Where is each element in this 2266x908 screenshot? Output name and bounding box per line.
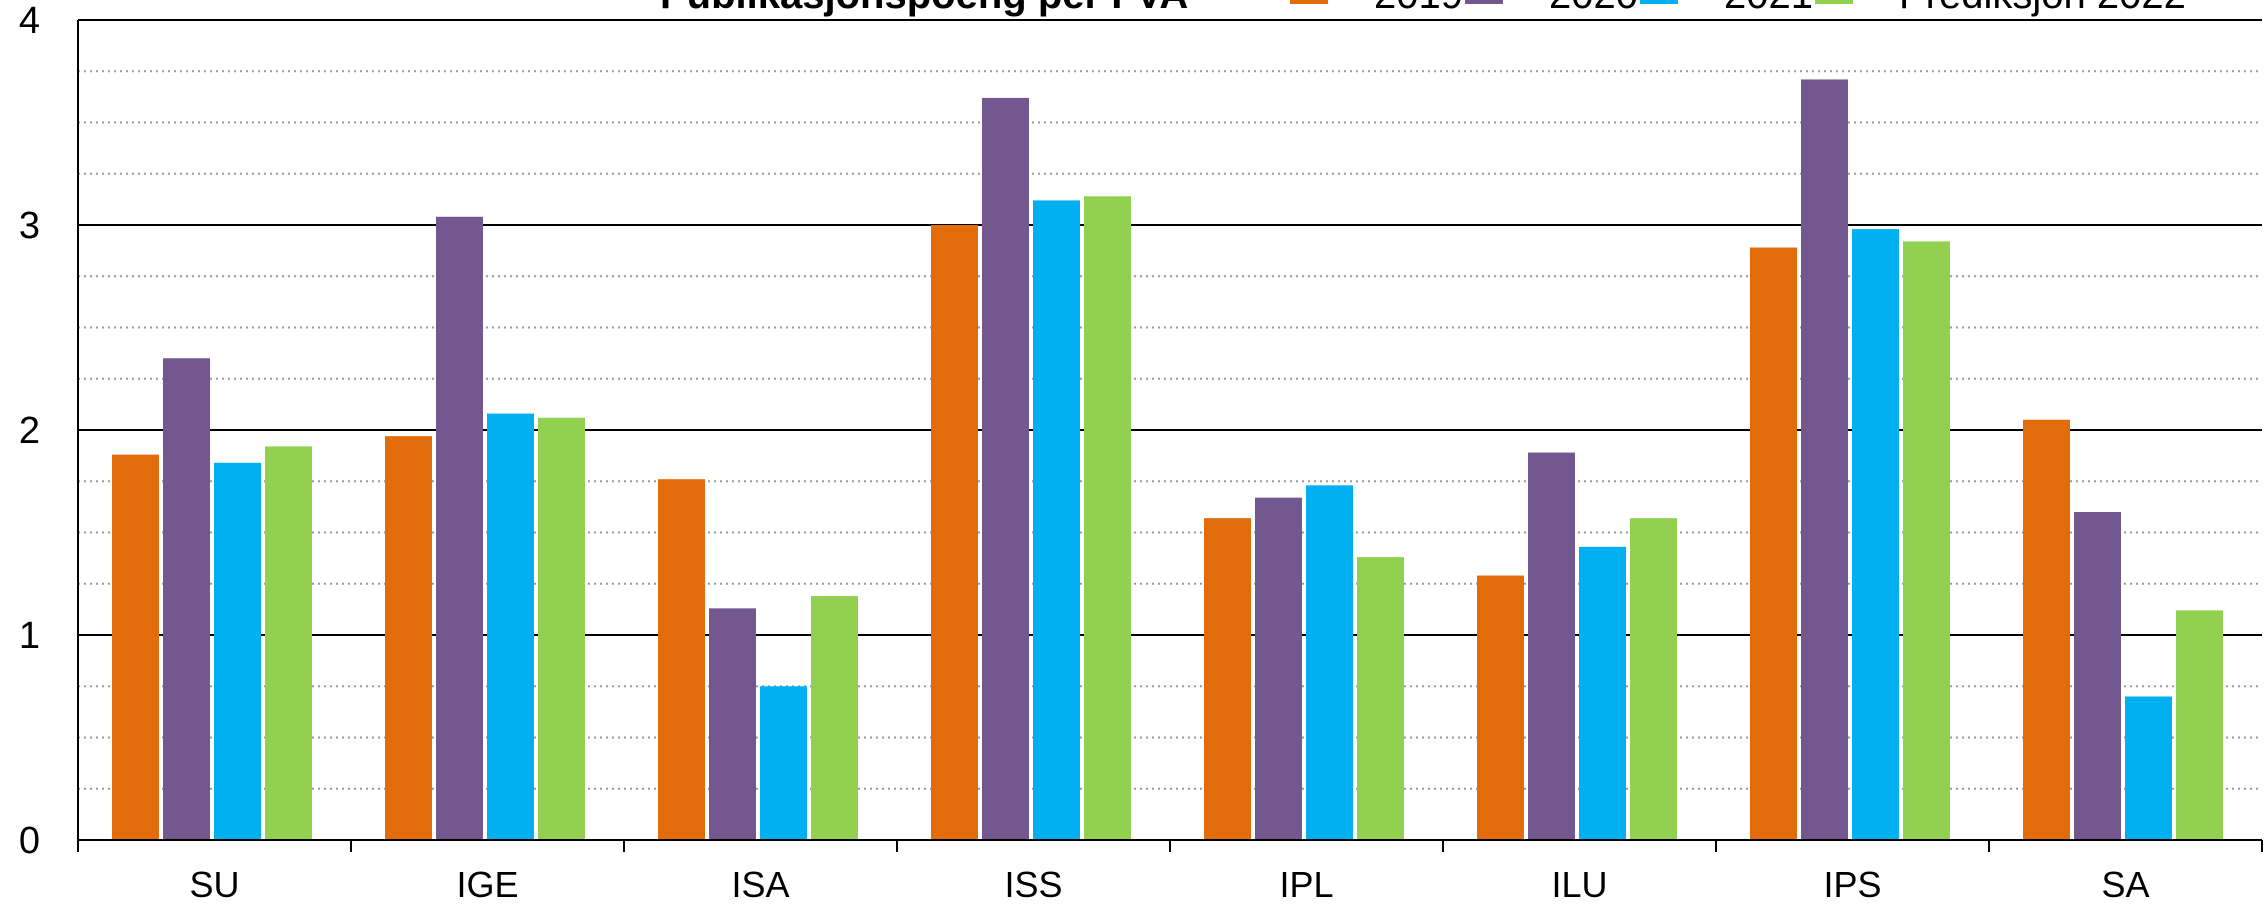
x-tick-labels: SU IGE ISA ISS IPL ILU IPS SA — [77, 840, 2263, 905]
bar-su-2020 — [163, 358, 210, 840]
bar-sa-prediksjon-2022 — [2176, 610, 2223, 840]
x-tick-label: IPL — [1279, 864, 1333, 905]
x-tick-label: IGE — [456, 864, 518, 905]
x-tick-label: SA — [2101, 864, 2149, 905]
bar-ipl-prediksjon-2022 — [1357, 557, 1404, 840]
bars — [112, 79, 2223, 841]
bar-ips-prediksjon-2022 — [1903, 241, 1950, 840]
legend: 2019 2020 2021 Prediksjon 2022 — [1290, 0, 2186, 17]
bar-iss-2021 — [1033, 200, 1080, 840]
bar-isa-2021 — [760, 686, 807, 840]
legend-label: 2020 — [1549, 0, 1638, 17]
bar-ige-2019 — [385, 436, 432, 840]
bar-ilu-2020 — [1528, 452, 1575, 840]
bar-ipl-2020 — [1255, 497, 1302, 840]
bar-ige-2021 — [487, 413, 534, 840]
bar-su-2021 — [214, 462, 261, 840]
x-tick-label: ILU — [1551, 864, 1607, 905]
x-tick-label: IPS — [1823, 864, 1881, 905]
bar-iss-2019 — [931, 225, 978, 840]
x-tick-label: ISS — [1004, 864, 1062, 905]
bar-ige-prediksjon-2022 — [538, 417, 585, 840]
bar-ipl-2019 — [1204, 518, 1251, 840]
y-tick-label: 3 — [19, 205, 40, 247]
legend-label: Prediksjon 2022 — [1899, 0, 2186, 17]
legend-swatch — [1465, 0, 1503, 4]
bar-ilu-prediksjon-2022 — [1630, 518, 1677, 840]
bar-sa-2019 — [2023, 419, 2070, 840]
bar-iss-2020 — [982, 97, 1029, 840]
y-tick-label: 0 — [19, 820, 40, 862]
x-tick-label: SU — [189, 864, 239, 905]
bar-ilu-2019 — [1477, 575, 1524, 840]
y-tick-label: 2 — [19, 410, 40, 452]
legend-label: 2019 — [1374, 0, 1463, 17]
bar-ilu-2021 — [1579, 546, 1626, 840]
bar-sa-2021 — [2125, 696, 2172, 840]
legend-swatch — [1815, 0, 1853, 4]
legend-label: 2021 — [1724, 0, 1813, 17]
bar-su-2019 — [112, 454, 159, 840]
legend-swatch — [1290, 0, 1328, 4]
bar-su-prediksjon-2022 — [265, 446, 312, 840]
bar-isa-prediksjon-2022 — [811, 596, 858, 840]
legend-swatch — [1640, 0, 1678, 4]
y-tick-labels: 0 1 2 3 4 — [19, 0, 40, 862]
chart-title: Publikasjonspoeng per FVA — [660, 0, 1188, 17]
y-tick-label: 1 — [19, 615, 40, 657]
bar-ige-2020 — [436, 216, 483, 841]
bar-iss-prediksjon-2022 — [1084, 196, 1131, 841]
bar-ips-2020 — [1801, 79, 1848, 840]
y-tick-label: 4 — [19, 0, 40, 42]
bar-isa-2020 — [709, 608, 756, 840]
bar-ips-2019 — [1750, 247, 1797, 841]
bar-sa-2020 — [2074, 512, 2121, 840]
bar-ips-2021 — [1852, 229, 1899, 841]
bar-ipl-2021 — [1306, 485, 1353, 840]
x-tick-label: ISA — [731, 864, 789, 905]
bar-isa-2019 — [658, 479, 705, 840]
